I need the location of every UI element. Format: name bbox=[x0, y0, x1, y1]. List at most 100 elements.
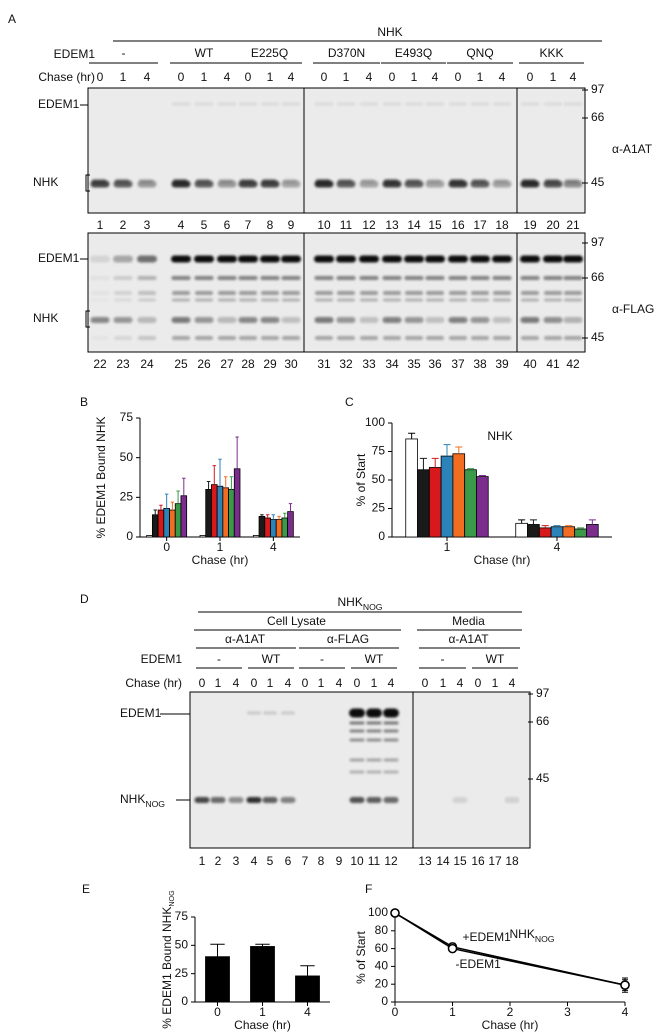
error-bar bbox=[529, 519, 537, 525]
mw-marker: 97 bbox=[591, 82, 605, 96]
gel-band bbox=[520, 276, 540, 280]
gel-band bbox=[405, 298, 423, 302]
lane-number: 27 bbox=[220, 357, 234, 371]
chase-time: 1 bbox=[267, 676, 274, 690]
gel-band bbox=[563, 255, 583, 263]
gel-band bbox=[564, 291, 582, 295]
y-axis-label: % of Start bbox=[354, 930, 368, 983]
annotation-sub: NOG bbox=[535, 934, 555, 944]
x-tick-label: 0 bbox=[163, 540, 170, 554]
data-point bbox=[620, 980, 630, 990]
gel-band bbox=[247, 711, 261, 715]
bar bbox=[538, 527, 552, 538]
error-bar bbox=[467, 468, 475, 470]
row-label: EDEM1 bbox=[141, 652, 183, 666]
gel-band bbox=[360, 291, 378, 295]
gel-band bbox=[282, 298, 300, 302]
gel-band bbox=[472, 179, 486, 183]
gel-band bbox=[383, 708, 399, 718]
error-bar bbox=[182, 477, 186, 496]
error-bar bbox=[588, 519, 596, 525]
lane-number: 5 bbox=[267, 854, 274, 868]
data-point bbox=[447, 943, 458, 954]
gel-band bbox=[337, 102, 355, 106]
gel-band bbox=[239, 336, 257, 340]
error-bar bbox=[518, 519, 526, 524]
gel-band bbox=[405, 102, 423, 106]
gel-band bbox=[470, 255, 490, 263]
y-tick-label: 80 bbox=[375, 923, 389, 937]
gel-band bbox=[336, 276, 356, 280]
gel-band bbox=[382, 255, 402, 263]
gel-band bbox=[366, 797, 382, 803]
mw-marker: 97 bbox=[591, 235, 605, 249]
panel-letter: B bbox=[80, 395, 88, 409]
gel-band bbox=[426, 102, 444, 106]
gel-band bbox=[260, 317, 280, 323]
gel-band bbox=[493, 336, 511, 340]
error-bar bbox=[408, 432, 416, 439]
gel-band bbox=[195, 298, 213, 302]
gel-band bbox=[471, 102, 489, 106]
bar bbox=[199, 535, 207, 538]
x-tick-label: 0 bbox=[214, 1005, 221, 1019]
gel-band bbox=[404, 317, 424, 323]
chase-time: 1 bbox=[201, 70, 208, 84]
gel-band bbox=[366, 729, 382, 733]
lane-number: 3 bbox=[144, 218, 151, 232]
lane-number: 32 bbox=[339, 357, 353, 371]
row-label: Chase (hr) bbox=[38, 70, 95, 84]
lane-number: 4 bbox=[178, 218, 185, 232]
x-tick-label: 1 bbox=[217, 540, 224, 554]
band-label: EDEM1 bbox=[38, 251, 80, 265]
chase-time: 0 bbox=[178, 70, 185, 84]
x-tick-label: 4 bbox=[554, 540, 561, 554]
annotation: NHK bbox=[487, 429, 512, 443]
gel-band bbox=[217, 317, 237, 323]
gel-band bbox=[545, 179, 559, 183]
error-bar bbox=[455, 446, 463, 454]
y-tick-label: 25 bbox=[372, 501, 386, 515]
gel-band bbox=[349, 738, 365, 742]
bar bbox=[205, 488, 212, 538]
lane-number: 20 bbox=[546, 218, 560, 232]
band-label: EDEM1 bbox=[120, 706, 162, 720]
y-tick-label: 0 bbox=[381, 994, 388, 1008]
bar bbox=[264, 517, 271, 538]
data-line bbox=[394, 912, 626, 986]
gel-band bbox=[360, 298, 378, 302]
lane-number: 38 bbox=[473, 357, 487, 371]
lane-number: 31 bbox=[317, 357, 331, 371]
bar bbox=[270, 519, 277, 538]
gel-band bbox=[564, 336, 582, 340]
gel-band bbox=[449, 336, 467, 340]
gel-band bbox=[239, 291, 257, 295]
gel-band bbox=[366, 758, 382, 762]
gel-band bbox=[349, 721, 365, 725]
lane-number: 9 bbox=[336, 854, 343, 868]
x-tick-label: 1 bbox=[449, 1005, 456, 1019]
chase-time: 4 bbox=[144, 70, 151, 84]
chase-time: 0 bbox=[97, 70, 104, 84]
gel-band bbox=[426, 291, 444, 295]
chase-time: 0 bbox=[302, 676, 309, 690]
bar bbox=[216, 485, 224, 538]
gel-band bbox=[91, 336, 109, 340]
lane-number: 2 bbox=[215, 854, 222, 868]
gel-band bbox=[246, 797, 262, 803]
lane-number: 12 bbox=[384, 854, 398, 868]
gel-band bbox=[173, 179, 187, 183]
gel-band bbox=[543, 317, 563, 323]
bar bbox=[258, 515, 266, 538]
group-label: E225Q bbox=[251, 46, 288, 60]
gel-band bbox=[261, 102, 279, 106]
group-label: KKK bbox=[539, 46, 563, 60]
series-label: +EDEM1 bbox=[463, 930, 512, 944]
gel-band bbox=[492, 317, 512, 323]
panel-letter: C bbox=[345, 395, 354, 409]
gel-band bbox=[218, 336, 236, 340]
gel-band bbox=[138, 291, 156, 295]
gel-band bbox=[564, 102, 582, 106]
bar bbox=[169, 509, 176, 538]
x-axis-label: Chase (hr) bbox=[234, 1018, 291, 1032]
